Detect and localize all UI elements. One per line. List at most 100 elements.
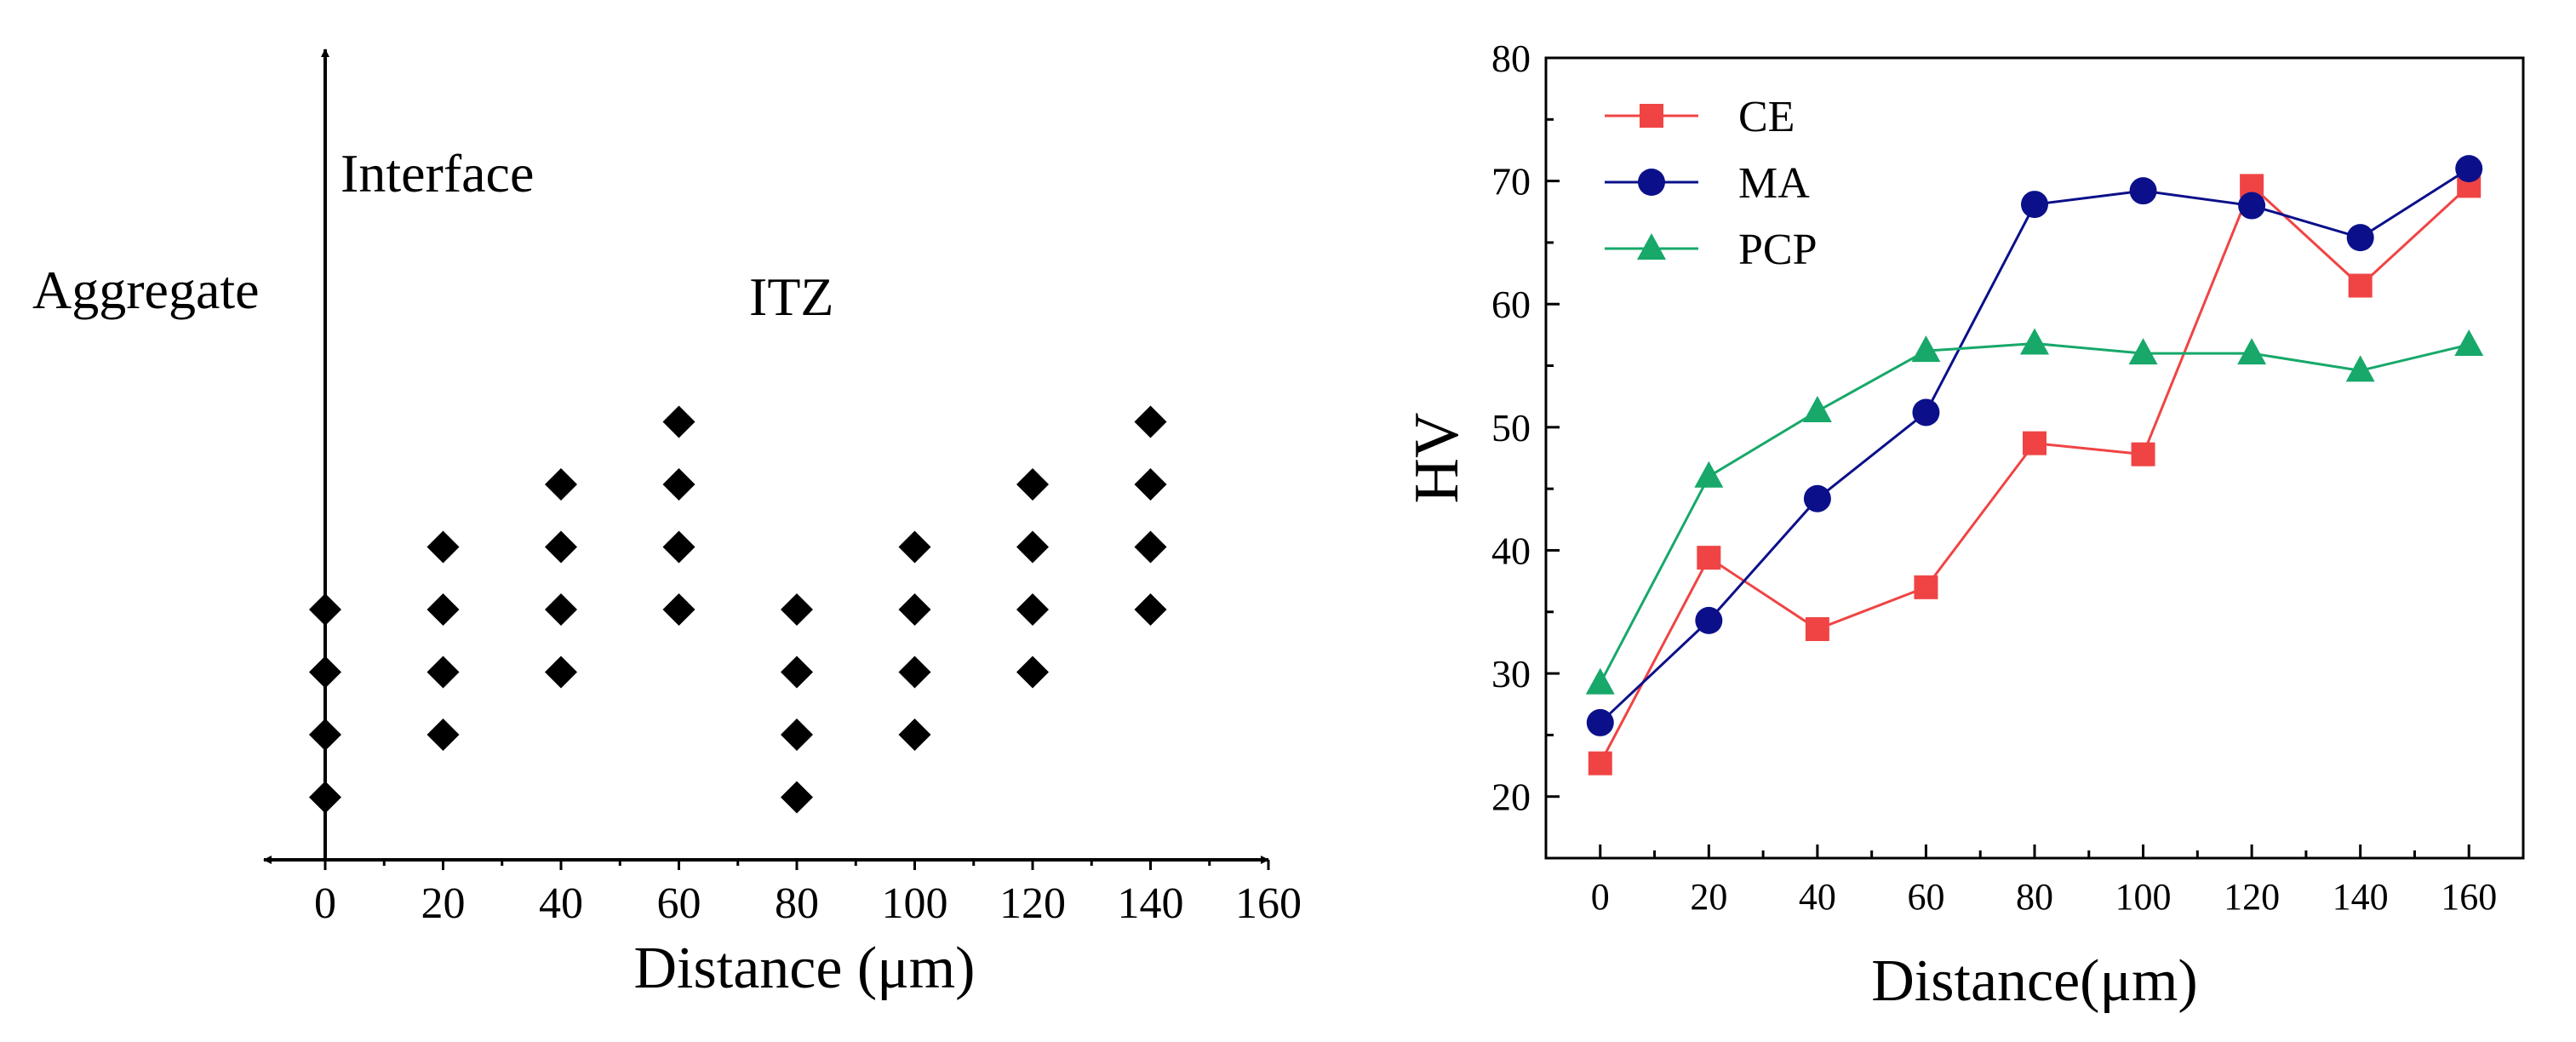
y-tick-label: 40 <box>1491 529 1531 572</box>
left-x-ticks: 0 20 40 60 80 100 120 140 160 <box>314 860 1302 928</box>
data-point-ce <box>2131 442 2155 467</box>
right-y-ticks: 20 30 40 50 60 70 80 <box>1491 37 1560 860</box>
left-x-axis-label: Distance (μm) <box>634 936 976 1001</box>
data-point-ma <box>2346 224 2374 252</box>
right-series <box>1585 155 2484 776</box>
x-tick-label: 20 <box>421 879 466 928</box>
right-chart: 20 30 40 50 60 70 80 0 20 40 60 80 100 120 140 160 CE M… <box>1402 37 2525 1014</box>
series-ce <box>1588 174 2482 776</box>
data-point-ma <box>1803 484 1831 512</box>
diamond-point <box>898 593 931 626</box>
y-tick-label: 50 <box>1491 406 1531 449</box>
data-point-ce <box>2348 273 2373 298</box>
diamond-point <box>1134 593 1167 626</box>
diamond-point <box>662 593 696 626</box>
diamond-point <box>781 719 813 751</box>
series-line-pcp <box>1599 342 2470 684</box>
legend-item-pcp: PCP <box>1605 226 1818 274</box>
diamond-point <box>545 530 577 564</box>
diamond-point <box>781 781 813 814</box>
data-point-pcp <box>1911 335 1941 363</box>
x-tick-label: 120 <box>2224 876 2280 918</box>
right-x-ticks: 0 20 40 60 80 100 120 140 160 <box>1591 844 2497 918</box>
x-tick-label: 40 <box>539 879 583 928</box>
x-tick-label: 40 <box>1799 876 1836 918</box>
diamond-point <box>309 719 341 751</box>
diamond-point <box>662 468 696 501</box>
x-tick-label: 80 <box>775 879 819 928</box>
data-point-ce <box>1805 617 1829 642</box>
data-point-ce <box>1588 751 1612 776</box>
legend: CE MA PCP <box>1605 93 1818 274</box>
annotation-interface: Interface <box>341 143 534 203</box>
annotation-itz: ITZ <box>749 266 834 327</box>
diamond-point <box>781 656 813 689</box>
y-tick-label: 20 <box>1491 776 1531 819</box>
x-tick-label: 100 <box>2115 876 2172 918</box>
diamond-point <box>1134 530 1167 564</box>
x-tick-label: 20 <box>1690 876 1727 918</box>
diamond-point <box>781 593 813 626</box>
diamond-point <box>426 719 460 751</box>
right-x-axis-label: Distance(μm) <box>1871 948 2198 1014</box>
series-line-ce <box>1599 183 2470 764</box>
diamond-point <box>1134 405 1167 438</box>
data-point-ce <box>1914 575 1938 599</box>
x-tick-label: 60 <box>1907 876 1944 918</box>
legend-item-ma: MA <box>1605 159 1810 208</box>
diamond-point <box>898 719 931 751</box>
diamond-point <box>309 656 341 689</box>
data-point-ce <box>2023 431 2046 455</box>
x-tick-label: 160 <box>2441 876 2497 918</box>
data-point-pcp <box>2020 328 2049 355</box>
data-point-pcp <box>1802 396 1832 423</box>
data-point-ma <box>2238 192 2266 220</box>
diamond-point <box>545 468 577 501</box>
left-chart: 0 20 40 60 80 100 120 140 160 Interface Aggregat… <box>32 49 1302 1001</box>
diamond-point <box>426 593 460 626</box>
y-tick-label: 70 <box>1491 160 1531 203</box>
diamond-point <box>1134 468 1167 501</box>
y-tick-label: 30 <box>1491 652 1531 696</box>
legend-item-ce: CE <box>1605 93 1795 141</box>
diamond-point <box>426 656 460 689</box>
diamond-point <box>545 593 577 626</box>
legend-marker <box>1640 104 1663 128</box>
diamond-point <box>1016 468 1049 501</box>
x-tick-label: 100 <box>882 879 948 928</box>
legend-label: CE <box>1738 93 1795 141</box>
x-tick-label: 140 <box>2333 876 2389 918</box>
data-point-ma <box>2129 177 2157 205</box>
left-diamond-points <box>309 405 1167 814</box>
right-y-axis-label: HV <box>1402 413 1472 504</box>
y-tick-label: 60 <box>1491 283 1531 326</box>
legend-marker <box>1638 169 1665 196</box>
data-point-pcp <box>1694 461 1724 488</box>
x-tick-label: 60 <box>657 879 701 928</box>
x-tick-label: 80 <box>2016 876 2053 918</box>
diamond-point <box>662 530 696 564</box>
data-point-ma <box>1586 708 1614 736</box>
diamond-point <box>545 656 577 689</box>
series-ma <box>1586 155 2483 736</box>
diamond-point <box>309 781 341 814</box>
data-point-pcp <box>2345 355 2375 382</box>
x-tick-label: 0 <box>314 879 336 928</box>
diamond-point <box>898 530 931 564</box>
y-tick-label: 80 <box>1491 37 1531 80</box>
series-pcp <box>1585 328 2484 695</box>
diamond-point <box>309 593 341 626</box>
x-tick-label: 140 <box>1118 879 1184 928</box>
data-point-ma <box>2455 155 2483 183</box>
data-point-pcp <box>2237 338 2267 365</box>
data-point-ma <box>1912 398 1940 427</box>
plot-frame <box>1544 56 2525 860</box>
x-tick-label: 120 <box>999 879 1066 928</box>
diamond-point <box>1016 593 1049 626</box>
data-point-pcp <box>2128 338 2158 365</box>
legend-marker <box>1637 233 1666 260</box>
legend-label: MA <box>1738 159 1810 208</box>
diamond-point <box>426 530 460 564</box>
diamond-point <box>1016 530 1049 564</box>
